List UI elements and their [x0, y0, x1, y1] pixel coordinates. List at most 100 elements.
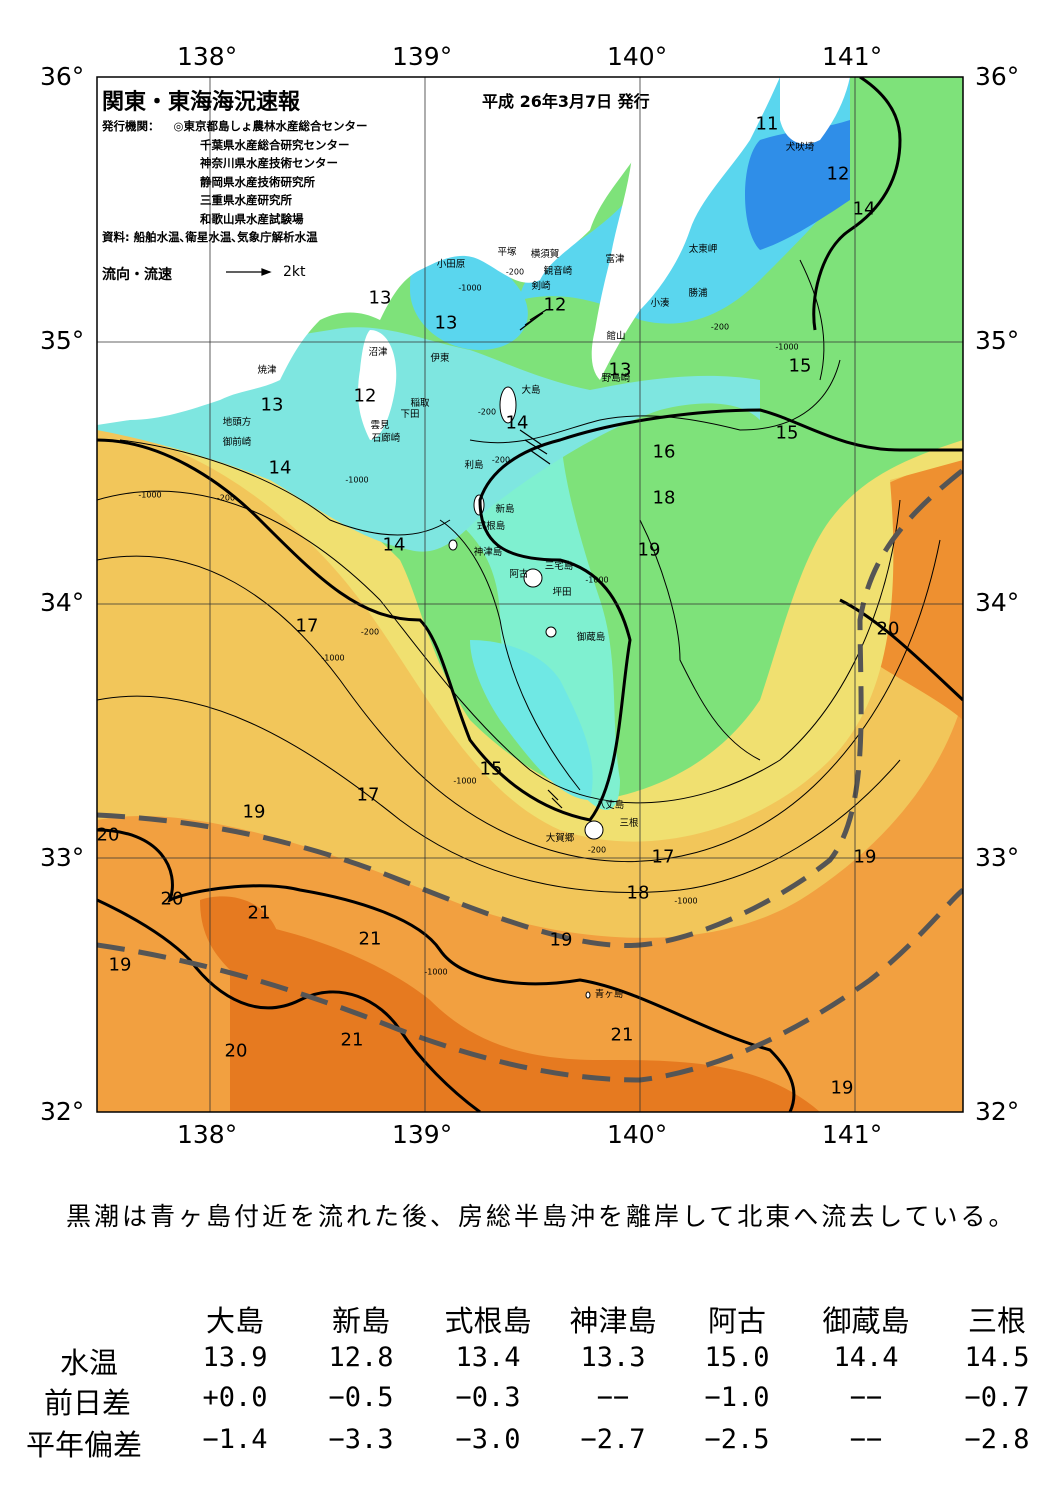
place-name: 御蔵島 [576, 632, 606, 643]
place-name: 沼津 [368, 347, 388, 358]
place-name: 坪田 [552, 587, 572, 598]
place-name: 横須賀 [530, 249, 560, 260]
table-cell: −3.3 [328, 1424, 394, 1455]
aogashima-island [585, 991, 591, 999]
lat-right-35: 35° [975, 326, 1020, 355]
temp-label: 21 [358, 928, 382, 950]
lat-left-32: 32° [40, 1097, 85, 1126]
publisher-item: 千葉県水産総合研究センター [200, 137, 350, 152]
legend-arrow [226, 268, 272, 276]
table-cell: 13.4 [455, 1342, 521, 1373]
publisher-main: ◎東京都島しょ農林水産総合センター [173, 119, 368, 133]
boso-land [591, 77, 780, 380]
lon-bottom-139: 139° [392, 1120, 453, 1149]
temp-label: 21 [610, 1024, 634, 1046]
place-name: 石廊崎 [371, 433, 401, 444]
depth-label: -1000 [775, 342, 799, 352]
place-name: 大賀郷 [545, 833, 575, 844]
table-cell: 13.9 [202, 1342, 268, 1373]
map-field [97, 77, 963, 1112]
lon-bottom-138: 138° [177, 1120, 238, 1149]
publisher-block: 発行機関： ◎東京都島しょ農林水産総合センター 千葉県水産総合研究センター 神奈… [102, 117, 368, 247]
isotherms [97, 259, 941, 893]
cold-tongue-core [470, 640, 593, 800]
lon-top-139: 139° [392, 42, 453, 71]
table-cell: −− [849, 1382, 883, 1413]
table-cell: 12.8 [328, 1342, 394, 1373]
oshima-island [499, 386, 517, 424]
temp-label: 17 [356, 784, 380, 806]
place-name: 阿古 [509, 569, 529, 580]
table-cell: −2.5 [704, 1424, 770, 1455]
temp-label: 14 [268, 457, 292, 479]
publisher-item: 神奈川県水産技術センター [200, 156, 338, 170]
place-name: 稲取 [410, 398, 430, 409]
place-name: 三根 [619, 818, 639, 829]
lat-left-35: 35° [40, 326, 85, 355]
lat-left-33: 33° [40, 843, 85, 872]
current-arrows [519, 309, 563, 809]
place-name: 野島崎 [601, 373, 631, 384]
place-name: 式根島 [476, 521, 506, 532]
depth-label: -1000 [453, 776, 477, 786]
temp-label: 13 [434, 312, 458, 334]
table-row-header: 前日差 [44, 1386, 132, 1420]
lat-right-32: 32° [975, 1097, 1020, 1126]
temp-label: 15 [788, 355, 812, 377]
place-name: 地頭方 [222, 417, 252, 428]
place-name: 新島 [495, 504, 515, 515]
publisher-item: 三重県水産研究所 [200, 193, 292, 207]
place-name: 神津島 [473, 547, 503, 558]
miyake-island [523, 568, 543, 588]
place-name: 小湊 [650, 298, 670, 309]
temp-label: 14 [852, 198, 876, 220]
depth-label: -200 [477, 407, 497, 417]
temp-label: 12 [826, 163, 850, 185]
temp-label: 20 [876, 618, 900, 640]
lon-top-141: 141° [822, 42, 883, 71]
table-col-header: 式根島 [444, 1304, 532, 1338]
table-cell: 13.3 [580, 1342, 646, 1373]
major-isotherms [97, 77, 963, 1112]
table-cell: 15.0 [704, 1342, 770, 1373]
depth-label: -200 [505, 267, 525, 277]
table-cell: −1.4 [202, 1424, 268, 1455]
table-cell: −0.5 [328, 1382, 394, 1413]
temp-label: 15 [775, 422, 799, 444]
table-col-header: 三根 [967, 1304, 1027, 1338]
lon-top-140: 140° [607, 42, 668, 71]
legend-label: 流向・流速 [102, 267, 172, 283]
place-name: 太東岬 [688, 244, 718, 255]
table-cell: −1.0 [704, 1382, 770, 1413]
temp-label: 20 [160, 888, 184, 910]
place-name: 焼津 [257, 365, 277, 376]
depth-label: -200 [360, 627, 380, 637]
honshu-land [97, 77, 640, 425]
depth-label: -1000 [458, 283, 482, 293]
lat-right-33: 33° [975, 843, 1020, 872]
lat-left-34: 34° [40, 588, 85, 617]
temp-label: 13 [368, 287, 392, 309]
data-source: 資料: 船舶水温､衛星水温､気象庁解析水温 [102, 230, 318, 244]
place-name: 富津 [605, 254, 625, 265]
table-cell: 14.5 [964, 1342, 1030, 1373]
depth-label: -1000 [321, 653, 345, 663]
place-name: 観音崎 [543, 266, 573, 277]
depth-label: -1000 [345, 475, 369, 485]
lat-right-34: 34° [975, 588, 1020, 617]
issue-date: 平成 26年3月7日 発行 [482, 92, 650, 111]
place-name: 下田 [400, 409, 420, 420]
temp-label: 20 [96, 824, 120, 846]
sea-temperature-map: 138° 139° 140° 141° 138° 139° 140° 141° … [40, 42, 1020, 1149]
temp-label: 19 [549, 929, 573, 951]
temp-label: 19 [637, 539, 661, 561]
temp-label: 17 [295, 615, 319, 637]
table-cell: +0.0 [202, 1382, 268, 1413]
depth-label: -200 [710, 322, 730, 332]
table-col-header: 阿古 [707, 1304, 767, 1338]
place-name: 青ヶ島 [594, 989, 624, 1000]
table-row-header: 水温 [60, 1346, 119, 1380]
hachijo-island [584, 820, 604, 840]
table-cell: −0.7 [964, 1382, 1030, 1413]
temp-label: 14 [505, 412, 529, 434]
